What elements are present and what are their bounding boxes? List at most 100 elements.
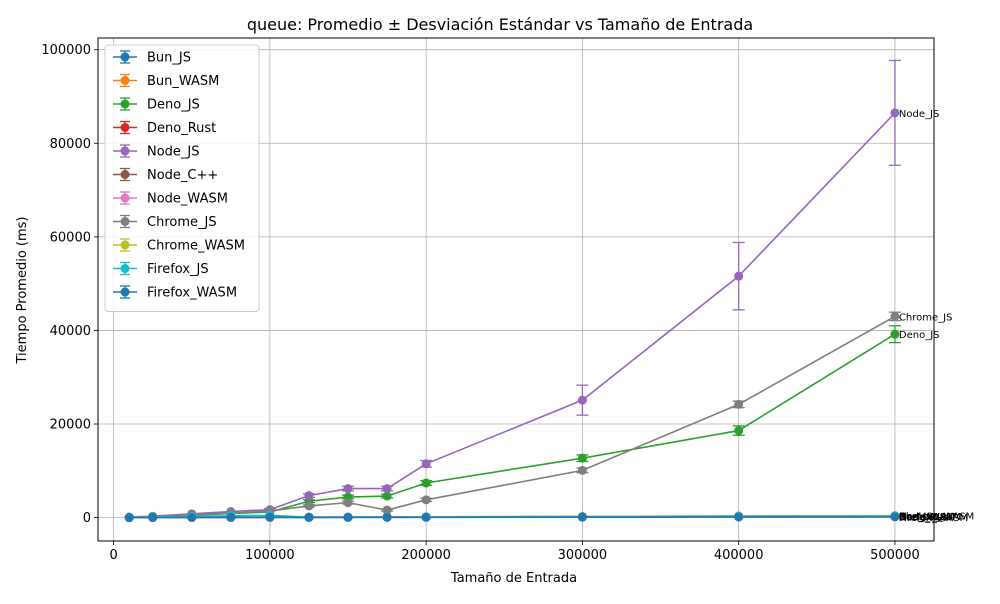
legend-marker — [120, 52, 130, 62]
x-tick-label: 300000 — [558, 548, 608, 563]
legend-label: Node_JS — [147, 145, 200, 160]
series-end-label: Node_WASM — [899, 512, 961, 523]
legend-label: Node_WASM — [147, 192, 228, 207]
y-tick-label: 0 — [83, 511, 91, 526]
data-point — [226, 512, 236, 522]
series-end-label: Node_C++ — [899, 512, 954, 523]
data-point — [577, 395, 587, 405]
series-end-label: Deno_Rust — [899, 513, 952, 524]
legend-item: Bun_WASM — [113, 73, 219, 89]
x-axis-ticks: 0 100000 200000 300000 400000 500000 — [109, 541, 920, 563]
series-line — [129, 315, 896, 519]
data-point — [577, 453, 587, 463]
plot-frame — [97, 37, 935, 542]
legend-item: Node_WASM — [113, 191, 228, 207]
series-line — [129, 516, 895, 519]
series-end-label: Deno_JS — [899, 330, 940, 341]
series-end-label: Chrome_JS — [899, 312, 953, 323]
x-tick-label: 400000 — [714, 548, 764, 563]
data-point — [734, 426, 744, 436]
legend-label: Firefox_WASM — [147, 286, 237, 301]
data-point — [343, 498, 353, 508]
series-firefox-wasm — [124, 512, 900, 523]
legend-label: Node_C++ — [147, 168, 218, 183]
legend-item: Bun_JS — [113, 50, 191, 66]
data-point — [421, 459, 431, 469]
data-point — [304, 512, 314, 522]
legend-item: Deno_JS — [113, 97, 200, 113]
data-point — [382, 505, 392, 515]
data-point — [890, 512, 900, 522]
series-end-label: Node_JS — [899, 109, 939, 120]
y-tick-label: 60000 — [50, 230, 91, 245]
legend-item: Chrome_WASM — [113, 238, 245, 254]
data-point — [421, 495, 431, 505]
y-tick-label: 100000 — [41, 43, 91, 58]
legend-marker — [120, 99, 130, 109]
data-point — [421, 478, 431, 488]
data-point — [382, 512, 392, 522]
legend-item: Deno_Rust — [113, 120, 216, 136]
legend-marker — [120, 240, 130, 250]
data-point — [890, 311, 900, 321]
legend-marker — [120, 264, 130, 273]
series-chrome-js — [124, 311, 901, 522]
legend: Bun_JS Bun_WASM Deno_JS Deno_Rust Node_JS Nod… — [104, 44, 260, 312]
data-point — [304, 491, 314, 501]
legend-marker — [120, 217, 130, 226]
legend-item: Firefox_JS — [113, 261, 209, 277]
legend-label: Chrome_JS — [147, 215, 217, 230]
data-point — [343, 484, 353, 494]
y-axis-title: Tiempo Promedio (ms) — [15, 217, 30, 365]
data-point — [734, 399, 744, 409]
series-end-label: Firefox_JS — [899, 512, 946, 523]
data-point — [577, 465, 587, 475]
data-point — [890, 108, 900, 118]
legend-box — [104, 44, 260, 312]
data-point — [890, 329, 900, 339]
data-point — [265, 512, 275, 522]
chart-title: queue: Promedio ± Desviación Estándar vs… — [247, 15, 753, 34]
data-point — [382, 491, 392, 501]
data-point — [343, 512, 353, 522]
x-tick-label: 500000 — [870, 548, 920, 563]
legend-marker — [120, 123, 130, 132]
y-tick-label: 20000 — [50, 418, 91, 433]
data-point — [734, 271, 744, 281]
x-tick-label: 0 — [109, 548, 117, 563]
legend-marker — [120, 170, 130, 179]
series-line — [129, 112, 896, 518]
data-point — [382, 484, 392, 494]
y-tick-label: 40000 — [50, 324, 91, 339]
series-end-label: Bun_WASM — [899, 512, 955, 523]
data-point — [187, 512, 197, 522]
y-tick-label: 80000 — [50, 137, 91, 152]
legend-item: Chrome_JS — [113, 214, 217, 230]
legend-label: Bun_JS — [147, 51, 191, 66]
data-point — [734, 512, 744, 522]
series-layer — [124, 59, 901, 523]
y-axis-ticks: 0 20000 40000 60000 80000 100000 — [41, 43, 98, 526]
x-axis-title: Tamaño de Entrada — [450, 571, 577, 586]
legend-label: Chrome_WASM — [147, 239, 245, 254]
legend-marker — [120, 76, 130, 85]
data-point — [577, 512, 587, 522]
legend-label: Deno_Rust — [147, 121, 216, 136]
data-point — [124, 513, 134, 523]
x-tick-label: 100000 — [245, 548, 295, 563]
legend-label: Firefox_JS — [147, 262, 209, 277]
legend-marker — [120, 146, 130, 156]
legend-marker — [120, 193, 130, 203]
x-tick-label: 200000 — [401, 548, 451, 563]
legend-label: Deno_JS — [147, 98, 200, 113]
data-point — [304, 501, 314, 511]
series-end-label: Bun_JS — [899, 512, 933, 523]
data-point — [148, 512, 158, 522]
legend-label: Bun_WASM — [147, 74, 219, 89]
legend-item: Firefox_WASM — [113, 285, 237, 301]
series-end-label: Chrome_WASM — [899, 512, 974, 523]
legend-item: Node_C++ — [113, 167, 218, 183]
data-point — [421, 512, 431, 522]
